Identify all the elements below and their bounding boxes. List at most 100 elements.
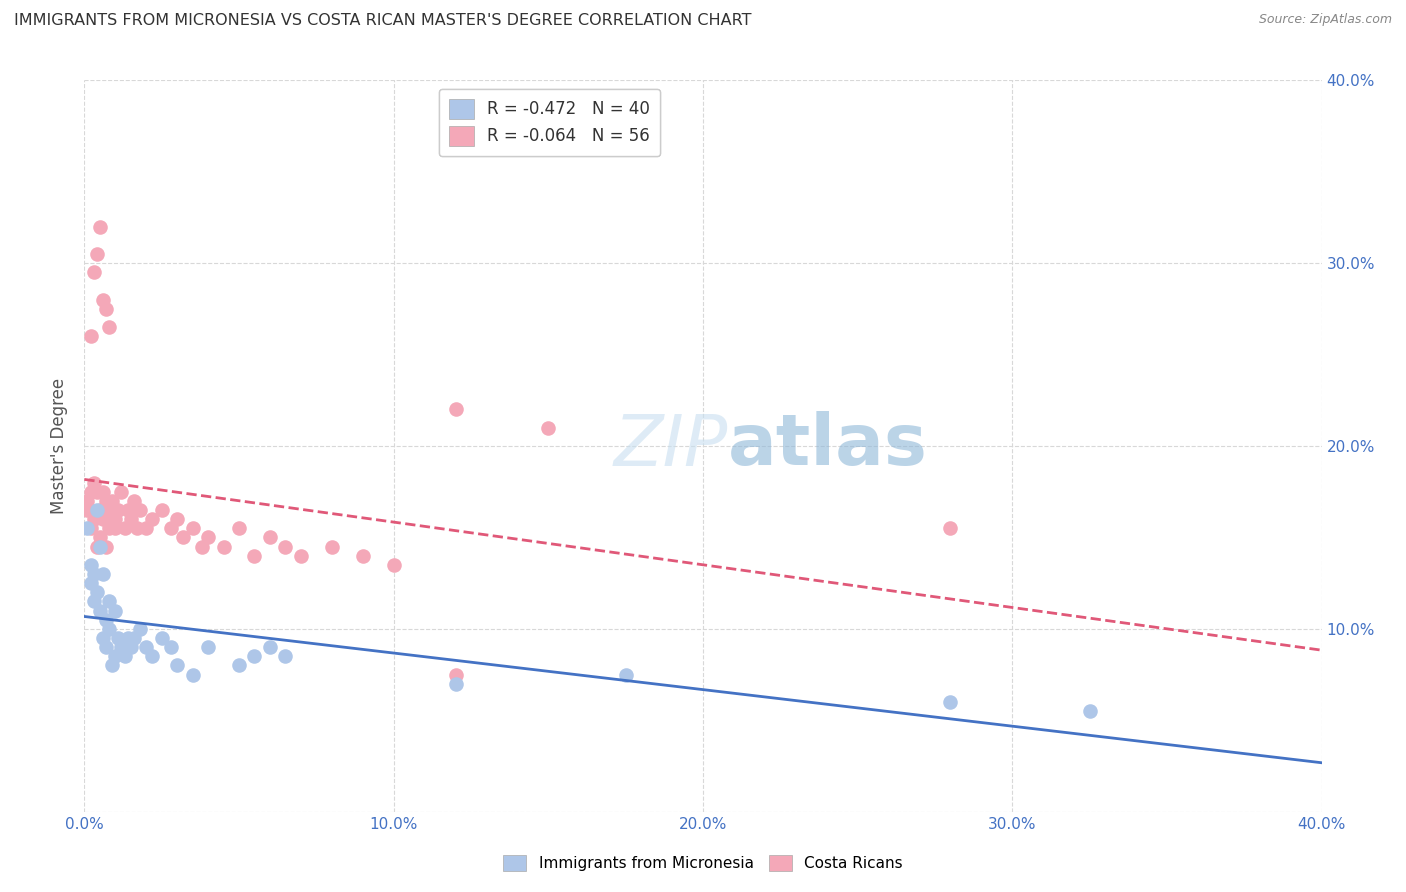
Point bbox=[104, 603, 127, 617]
Point bbox=[125, 521, 148, 535]
Point bbox=[290, 549, 312, 563]
Point bbox=[228, 521, 250, 535]
Point bbox=[166, 658, 188, 673]
Point bbox=[79, 576, 101, 591]
Point bbox=[259, 640, 281, 655]
Point bbox=[98, 503, 121, 517]
Point bbox=[83, 265, 105, 279]
Point bbox=[89, 540, 111, 554]
Point bbox=[107, 503, 129, 517]
Point bbox=[79, 484, 101, 499]
Point bbox=[86, 585, 108, 599]
Point bbox=[444, 402, 467, 417]
Point bbox=[939, 695, 962, 709]
Point bbox=[122, 631, 145, 645]
Point bbox=[259, 530, 281, 544]
Point bbox=[197, 640, 219, 655]
Point bbox=[101, 493, 124, 508]
Point bbox=[1078, 704, 1101, 718]
Point bbox=[382, 558, 405, 572]
Point bbox=[79, 558, 101, 572]
Point bbox=[212, 540, 235, 554]
Point bbox=[141, 649, 163, 664]
Point bbox=[89, 530, 111, 544]
Point bbox=[614, 667, 637, 681]
Point bbox=[98, 594, 121, 608]
Point bbox=[76, 521, 98, 535]
Point bbox=[86, 503, 108, 517]
Point bbox=[86, 247, 108, 261]
Legend: Immigrants from Micronesia, Costa Ricans: Immigrants from Micronesia, Costa Ricans bbox=[498, 849, 908, 877]
Point bbox=[228, 658, 250, 673]
Point bbox=[150, 503, 173, 517]
Point bbox=[107, 631, 129, 645]
Point bbox=[89, 603, 111, 617]
Text: atlas: atlas bbox=[728, 411, 928, 481]
Point bbox=[120, 640, 142, 655]
Point bbox=[94, 540, 117, 554]
Point bbox=[89, 219, 111, 234]
Point bbox=[86, 484, 108, 499]
Point bbox=[444, 667, 467, 681]
Point bbox=[181, 667, 204, 681]
Point bbox=[129, 622, 152, 636]
Point bbox=[83, 594, 105, 608]
Point bbox=[243, 549, 266, 563]
Point bbox=[114, 521, 136, 535]
Point bbox=[79, 521, 101, 535]
Point bbox=[98, 521, 121, 535]
Point bbox=[243, 649, 266, 664]
Point bbox=[98, 320, 121, 334]
Point bbox=[160, 521, 183, 535]
Point bbox=[83, 567, 105, 582]
Point bbox=[166, 512, 188, 526]
Point bbox=[83, 475, 105, 490]
Point bbox=[104, 512, 127, 526]
Point bbox=[274, 649, 297, 664]
Point bbox=[117, 631, 139, 645]
Point bbox=[91, 631, 114, 645]
Point bbox=[274, 540, 297, 554]
Point bbox=[197, 530, 219, 544]
Point bbox=[104, 649, 127, 664]
Point bbox=[135, 521, 157, 535]
Point bbox=[352, 549, 374, 563]
Point bbox=[141, 512, 163, 526]
Point bbox=[91, 293, 114, 307]
Point bbox=[117, 503, 139, 517]
Point bbox=[110, 640, 132, 655]
Point bbox=[181, 521, 204, 535]
Point bbox=[191, 540, 214, 554]
Text: Source: ZipAtlas.com: Source: ZipAtlas.com bbox=[1258, 13, 1392, 27]
Point bbox=[94, 613, 117, 627]
Point bbox=[135, 640, 157, 655]
Point bbox=[94, 493, 117, 508]
Point bbox=[94, 301, 117, 316]
Point bbox=[120, 512, 142, 526]
Point bbox=[86, 540, 108, 554]
Point bbox=[114, 649, 136, 664]
Point bbox=[104, 521, 127, 535]
Text: IMMIGRANTS FROM MICRONESIA VS COSTA RICAN MASTER'S DEGREE CORRELATION CHART: IMMIGRANTS FROM MICRONESIA VS COSTA RICA… bbox=[14, 13, 752, 29]
Point bbox=[129, 503, 152, 517]
Point bbox=[150, 631, 173, 645]
Point bbox=[91, 567, 114, 582]
Point bbox=[79, 329, 101, 343]
Point bbox=[537, 421, 560, 435]
Point bbox=[91, 512, 114, 526]
Point bbox=[321, 540, 343, 554]
Point bbox=[76, 503, 98, 517]
Text: ZIP: ZIP bbox=[613, 411, 728, 481]
Point bbox=[939, 521, 962, 535]
Point bbox=[94, 640, 117, 655]
Point bbox=[172, 530, 194, 544]
Y-axis label: Master's Degree: Master's Degree bbox=[51, 378, 69, 514]
Point bbox=[160, 640, 183, 655]
Point bbox=[89, 503, 111, 517]
Point bbox=[122, 493, 145, 508]
Point bbox=[98, 622, 121, 636]
Point bbox=[91, 484, 114, 499]
Point bbox=[444, 676, 467, 690]
Point bbox=[83, 512, 105, 526]
Point bbox=[76, 493, 98, 508]
